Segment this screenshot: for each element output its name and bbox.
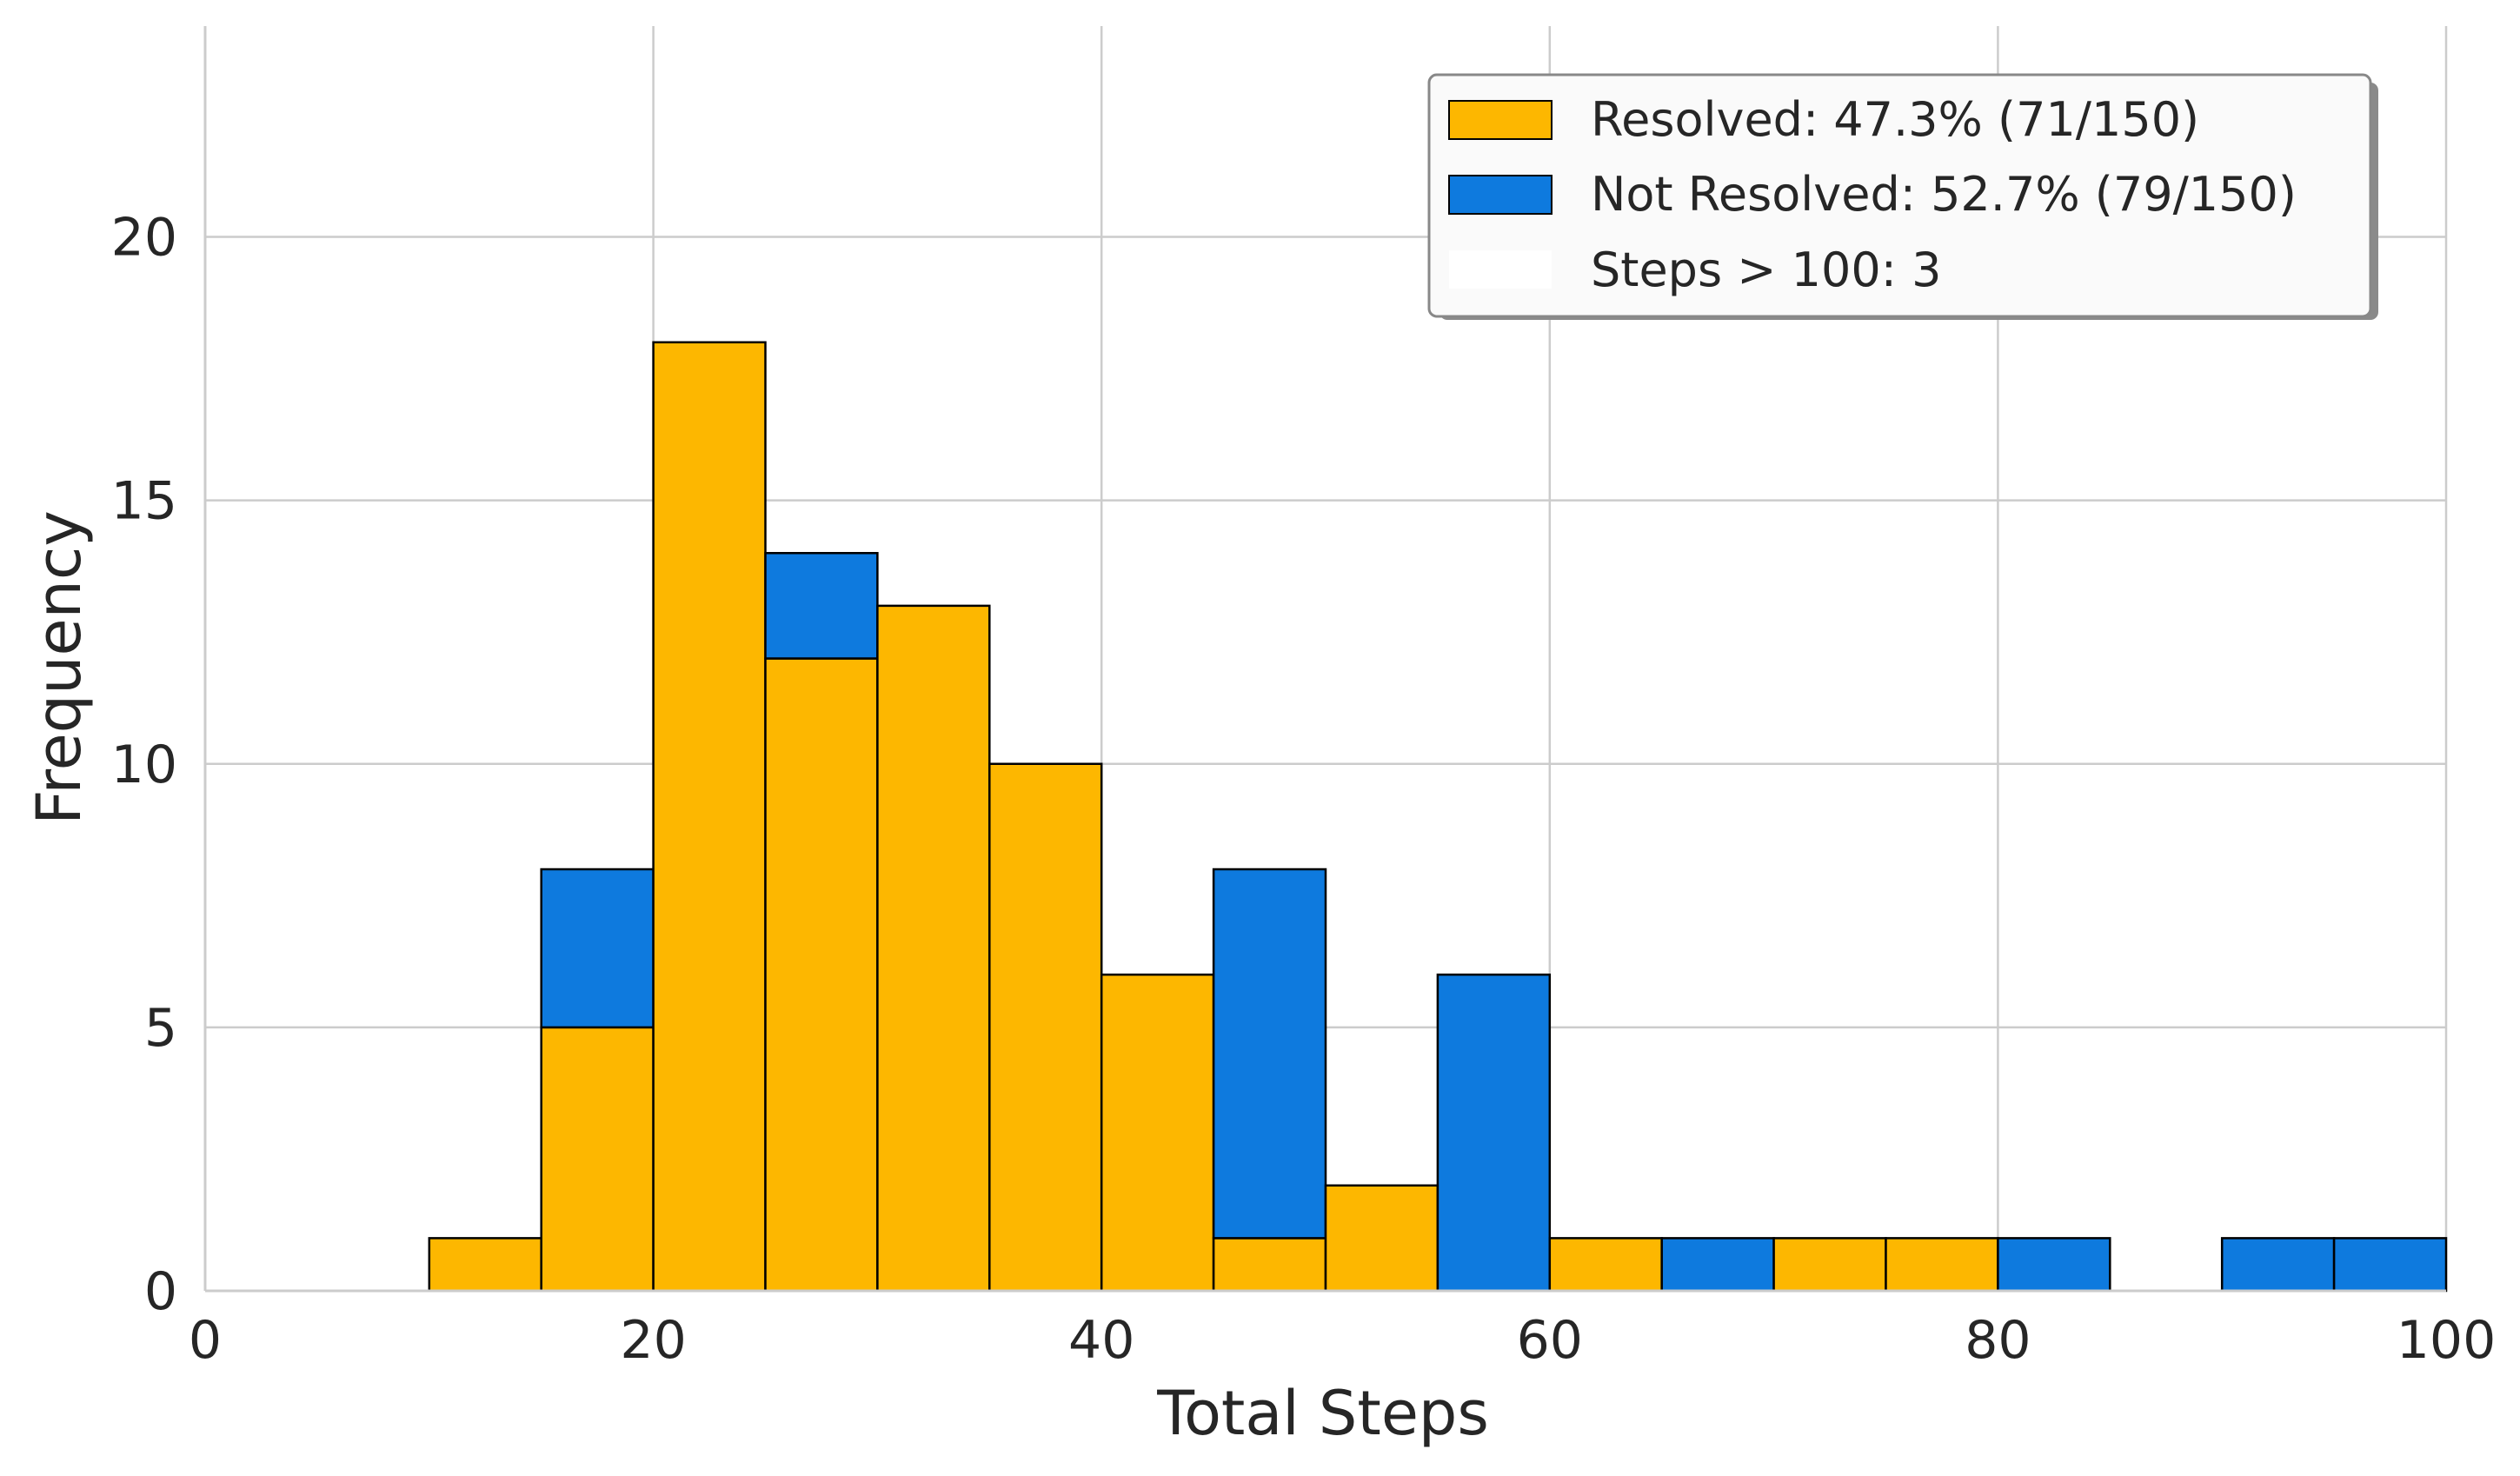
bar-resolved: [1772, 1237, 1887, 1293]
y-tick-label: 10: [111, 735, 177, 795]
bars-layer: [428, 341, 2448, 1293]
bar-resolved: [764, 657, 879, 1293]
x-tick-label: 20: [620, 1310, 686, 1371]
bar-resolved: [540, 1026, 655, 1293]
bar-resolved: [1100, 974, 1215, 1293]
bar-resolved: [1548, 1237, 1663, 1293]
y-axis-label: Frequency: [23, 510, 95, 825]
x-axis-label: Total Steps: [1156, 1378, 1489, 1449]
legend-box: [1427, 73, 2372, 318]
bar-resolved: [652, 341, 767, 1293]
legend-label-resolved: Resolved: 47.3% (71/150): [1591, 92, 2199, 147]
x-tick-label: 60: [1517, 1310, 1583, 1371]
bar-resolved: [876, 604, 991, 1293]
bar-not-resolved: [540, 868, 655, 1029]
ticks-layer: 0 20 40 60 80 100 0 5 10 15 20: [111, 208, 2497, 1372]
legend: Resolved: 47.3% (71/150) Not Resolved: 5…: [1427, 73, 2378, 320]
bar-resolved: [428, 1237, 542, 1293]
legend-swatch-resolved: [1448, 100, 1553, 140]
x-tick-label: 40: [1068, 1310, 1134, 1371]
bar-not-resolved: [764, 552, 879, 660]
bar-not-resolved: [2220, 1237, 2336, 1293]
y-tick-label: 20: [111, 208, 177, 269]
x-tick-label: 0: [189, 1310, 222, 1371]
bar-not-resolved: [1997, 1237, 2111, 1293]
legend-swatch-not-resolved: [1448, 175, 1553, 215]
bar-resolved: [1885, 1237, 1999, 1293]
y-tick-label: 15: [111, 471, 177, 532]
bar-not-resolved: [1660, 1237, 1775, 1293]
bar-not-resolved: [1436, 974, 1552, 1293]
legend-swatch-steps-over-100: [1449, 250, 1552, 289]
x-tick-label: 100: [2397, 1310, 2497, 1371]
bar-resolved: [1324, 1184, 1440, 1293]
bar-not-resolved: [2332, 1237, 2448, 1293]
axes-layer: [203, 26, 2446, 1293]
y-tick-label: 0: [144, 1261, 177, 1322]
bar-resolved: [988, 762, 1103, 1293]
legend-label-not-resolved: Not Resolved: 52.7% (79/150): [1591, 167, 2297, 222]
bar-resolved: [1212, 1237, 1327, 1293]
x-tick-label: 80: [1965, 1310, 2031, 1371]
legend-label-steps-over-100: Steps > 100: 3: [1591, 243, 1941, 297]
bar-not-resolved: [1212, 868, 1327, 1240]
y-tick-label: 5: [144, 998, 177, 1059]
